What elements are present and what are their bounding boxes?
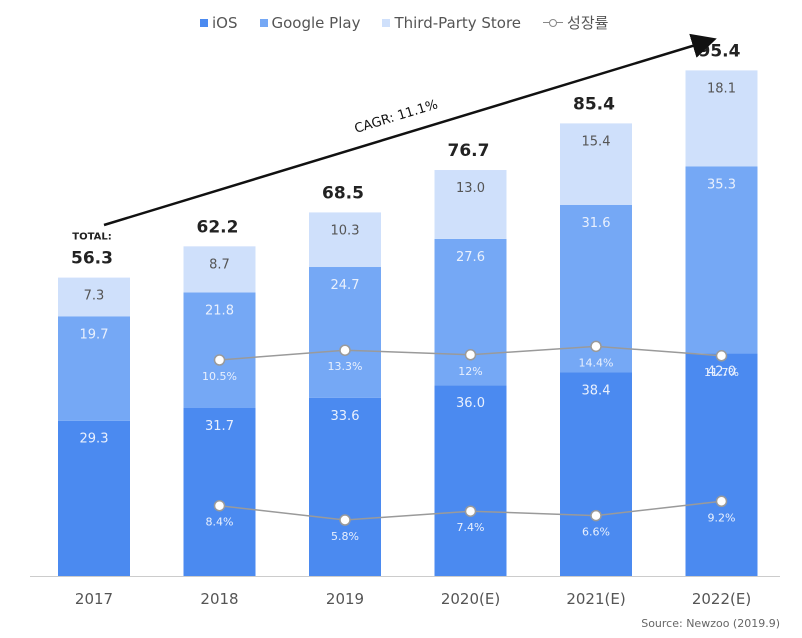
bar-segment-google-play	[183, 292, 256, 408]
segment-label: 36.0	[456, 396, 485, 411]
source-note: Source: Newzoo (2019.9)	[641, 617, 780, 630]
chart-legend: iOS Google Play Third-Party Store 성장률	[200, 12, 608, 33]
x-tick-label: 2018	[200, 590, 238, 608]
growth-rate-label: 12%	[458, 365, 482, 378]
legend-swatch-third-party	[382, 18, 391, 27]
growth-rate-label: 5.8%	[331, 530, 359, 543]
legend-item-ios: iOS	[200, 14, 238, 32]
bar-segment-ios	[309, 397, 381, 576]
legend-label-google-play: Google Play	[271, 13, 361, 32]
bar-segment-google-play	[434, 238, 507, 386]
bar-segment-ios	[560, 372, 632, 576]
total-label: 56.3	[71, 249, 113, 269]
growth-rate-label: 6.6%	[582, 526, 610, 539]
cagr-label: CAGR: 11.1%	[353, 97, 440, 136]
segment-label: 18.1	[707, 81, 736, 96]
segment-label: 19.7	[80, 327, 109, 342]
legend-label-ios: iOS	[212, 13, 238, 32]
total-label: 95.4	[699, 41, 741, 61]
growth-rate-point	[213, 354, 226, 366]
segment-label: 24.7	[331, 278, 360, 293]
bar-segment-ios	[685, 353, 758, 576]
segment-label: 42.0	[707, 364, 736, 379]
legend-label-growth: 성장률	[567, 14, 609, 32]
cagr-arrow	[103, 33, 717, 227]
segment-label: 29.3	[80, 432, 109, 447]
x-tick-label: 2020(E)	[441, 590, 500, 608]
growth-rate-point	[715, 495, 728, 508]
bar-segment-third-party-store	[183, 246, 256, 293]
bar-segment-google-play	[58, 316, 130, 421]
growth-rate-label: 7.4%	[457, 521, 485, 534]
bar-segment-third-party-store	[58, 277, 130, 317]
legend-item-third-party: Third-Party Store	[382, 14, 521, 32]
legend-item-google-play: Google Play	[259, 13, 361, 32]
segment-label: 38.4	[582, 383, 611, 398]
growth-rate-point	[213, 499, 226, 512]
growth-rate-point	[339, 344, 351, 356]
growth-rate-label: 8.4%	[206, 516, 234, 529]
growth-rate-point	[464, 349, 477, 361]
x-tick-label: 2022(E)	[692, 590, 751, 608]
x-tick-label: 2021(E)	[566, 590, 625, 608]
segment-label: 31.7	[205, 419, 234, 434]
bar-segment-ios	[58, 420, 130, 576]
segment-label: 31.6	[582, 216, 611, 231]
segment-label: 21.8	[205, 303, 234, 318]
bar-segment-ios	[183, 407, 256, 576]
segment-label: 33.6	[331, 409, 360, 424]
bar-segment-third-party-store	[434, 170, 507, 239]
segment-label: 13.0	[456, 181, 485, 196]
growth-rate-point	[590, 509, 602, 522]
segment-label: 10.3	[331, 223, 360, 238]
segment-label: 35.3	[707, 177, 736, 192]
legend-swatch-google-play	[259, 18, 268, 27]
growth-rate-point	[339, 514, 351, 526]
total-label: 62.2	[197, 217, 239, 237]
bar-segment-third-party-store	[685, 70, 758, 167]
legend-swatch-ios	[200, 18, 208, 27]
total-label: 85.4	[573, 94, 615, 114]
segment-label: 15.4	[582, 134, 611, 149]
legend-label-third-party: Third-Party Store	[394, 13, 522, 32]
growth-rate-label: 10.5%	[202, 370, 237, 383]
growth-rate-label: 13.3%	[328, 360, 363, 373]
growth-rate-point	[590, 340, 602, 353]
segment-label: 27.6	[456, 250, 485, 265]
bar-segment-third-party-store	[560, 123, 632, 205]
x-tick-label: 2017	[75, 590, 113, 608]
growth-rate-label: 9.2%	[708, 511, 736, 524]
bar-segment-google-play	[309, 267, 381, 398]
growth-rate-point	[715, 350, 728, 362]
bar-segment-ios	[434, 385, 507, 576]
growth-rate-point	[464, 505, 477, 517]
growth-rate-label: 11.7%	[704, 366, 739, 379]
total-label: 76.7	[448, 141, 490, 161]
bar-segment-google-play	[685, 166, 758, 354]
legend-item-growth: 성장률	[543, 12, 608, 33]
total-label: 68.5	[322, 183, 364, 203]
bar-segment-third-party-store	[309, 212, 381, 268]
x-tick-label: 2019	[326, 590, 364, 608]
growth-rate-label: 14.4%	[579, 356, 614, 369]
total-prefix-label: TOTAL:	[72, 232, 111, 243]
legend-line-marker-icon	[543, 18, 564, 28]
segment-label: 7.3	[84, 289, 105, 304]
segment-label: 8.7	[209, 257, 230, 272]
